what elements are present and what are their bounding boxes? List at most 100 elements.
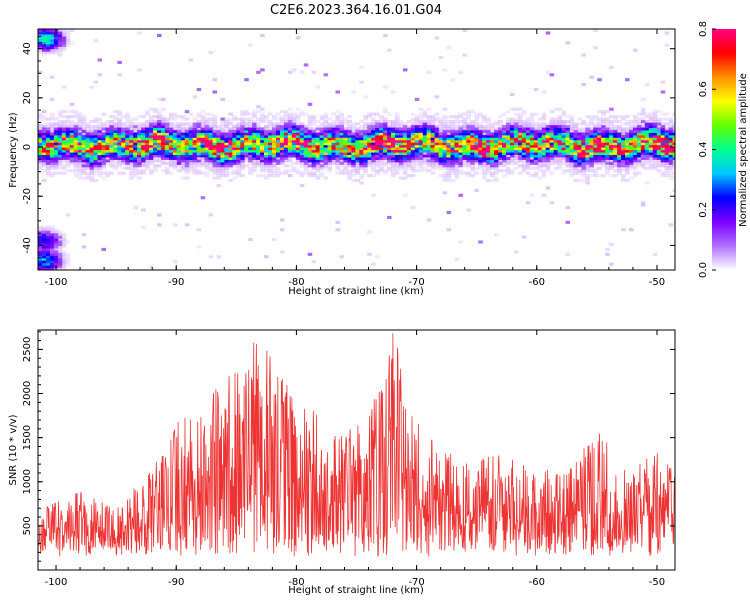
heatmap-cell (379, 117, 384, 121)
heatmap-cell (196, 139, 202, 143)
heatmap-cell (458, 139, 463, 143)
heatmap-cell (93, 142, 99, 146)
heatmap-cell (454, 139, 460, 143)
heatmap-cell (260, 161, 265, 165)
heatmap-cell (97, 137, 103, 141)
heatmap-cell (617, 124, 622, 128)
heatmap-cell (406, 161, 412, 165)
heatmap-cell (137, 31, 142, 35)
heatmap-cell (180, 161, 186, 165)
heatmap-cell (569, 171, 575, 175)
heatmap-cell (359, 164, 364, 168)
heatmap-cell (601, 119, 606, 124)
heatmap-cell (260, 154, 265, 158)
heatmap-cell (509, 144, 515, 148)
heatmap-cell (569, 137, 575, 141)
heatmap-cell (327, 117, 333, 121)
heatmap-cell (621, 139, 626, 143)
heatmap-cell (462, 164, 467, 168)
heatmap-cell (275, 156, 281, 160)
heatmap-cell (260, 166, 265, 170)
heatmap-cell (275, 122, 281, 126)
heatmap-cell (248, 132, 253, 136)
heatmap-cell (141, 142, 146, 146)
heatmap-cell (569, 115, 575, 119)
heatmap-cell (49, 127, 55, 131)
heatmap-cell (462, 137, 467, 141)
heatmap-cell (283, 151, 289, 156)
heatmap-cell (414, 129, 420, 133)
heatmap-cell (367, 151, 372, 156)
heatmap-cell (601, 159, 606, 163)
heatmap-cell (509, 139, 515, 143)
heatmap-cell (145, 149, 150, 153)
heatmap-cell (49, 230, 55, 234)
heatmap-cell (121, 134, 126, 138)
heatmap-cell (141, 149, 146, 153)
heatmap-cell (494, 164, 499, 168)
heatmap-cell (581, 166, 586, 170)
heatmap-cell (156, 154, 162, 158)
heatmap-cell (506, 122, 511, 126)
heatmap-cell (490, 166, 495, 170)
heatmap-cell (49, 149, 55, 153)
heatmap-cell (509, 161, 515, 165)
heatmap-cell (311, 171, 317, 175)
heatmap-cell (129, 122, 134, 126)
heatmap-cell (375, 137, 380, 141)
heatmap-cell (446, 134, 452, 138)
heatmap-cell (525, 161, 531, 165)
heatmap-cell (283, 124, 289, 128)
heatmap-cell (188, 166, 194, 170)
heatmap-cell (529, 119, 535, 124)
heatmap-cell (632, 159, 638, 163)
heatmap-cell (454, 129, 460, 133)
heatmap-cell (41, 36, 47, 40)
snr-xlabel: Height of straight line (km) (288, 585, 424, 596)
heatmap-cell (418, 159, 424, 163)
heatmap-cell (577, 171, 582, 175)
heatmap-cell (434, 149, 440, 153)
heatmap-cell (49, 252, 55, 256)
heatmap-cell (93, 154, 99, 158)
heatmap-cell (172, 161, 178, 165)
heatmap-cell (367, 112, 372, 116)
heatmap-cell (621, 149, 626, 153)
heatmap-cell (93, 159, 99, 163)
heatmap-cell (224, 127, 229, 131)
heatmap-cell (164, 127, 170, 131)
heatmap-cell (176, 149, 182, 153)
heatmap-cell (636, 134, 642, 138)
heatmap-cell (609, 156, 614, 160)
heatmap-cell (240, 129, 245, 133)
heatmap-cell (291, 129, 297, 133)
heatmap-cell (125, 112, 130, 116)
heatmap-cell (517, 129, 523, 133)
heatmap-cell (125, 166, 130, 170)
heatmap-cell (430, 159, 436, 163)
heatmap-cell (101, 127, 107, 131)
heatmap-cell (41, 38, 47, 42)
heatmap-cell (494, 134, 499, 138)
heatmap-cell (509, 124, 515, 128)
heatmap-cell (648, 124, 654, 128)
heatmap-cell (244, 137, 249, 141)
heatmap-cell (442, 171, 448, 175)
heatmap-cell (303, 147, 309, 151)
heatmap-cell (549, 171, 555, 175)
heatmap-cell (430, 122, 436, 126)
heatmap-cell (236, 129, 241, 133)
heatmap-cell (260, 115, 265, 119)
heatmap-cell (184, 159, 190, 163)
heatmap-cell (335, 154, 341, 158)
heatmap-cell (188, 164, 194, 168)
heatmap-cell (319, 151, 325, 156)
heatmap-cell (327, 137, 333, 141)
heatmap-cell (319, 147, 325, 151)
heatmap-cell (474, 139, 479, 143)
heatmap-cell (632, 149, 638, 153)
heatmap-cell (192, 117, 198, 121)
heatmap-cell (375, 139, 380, 143)
heatmap-cell (569, 174, 575, 178)
heatmap-cell (53, 255, 59, 259)
